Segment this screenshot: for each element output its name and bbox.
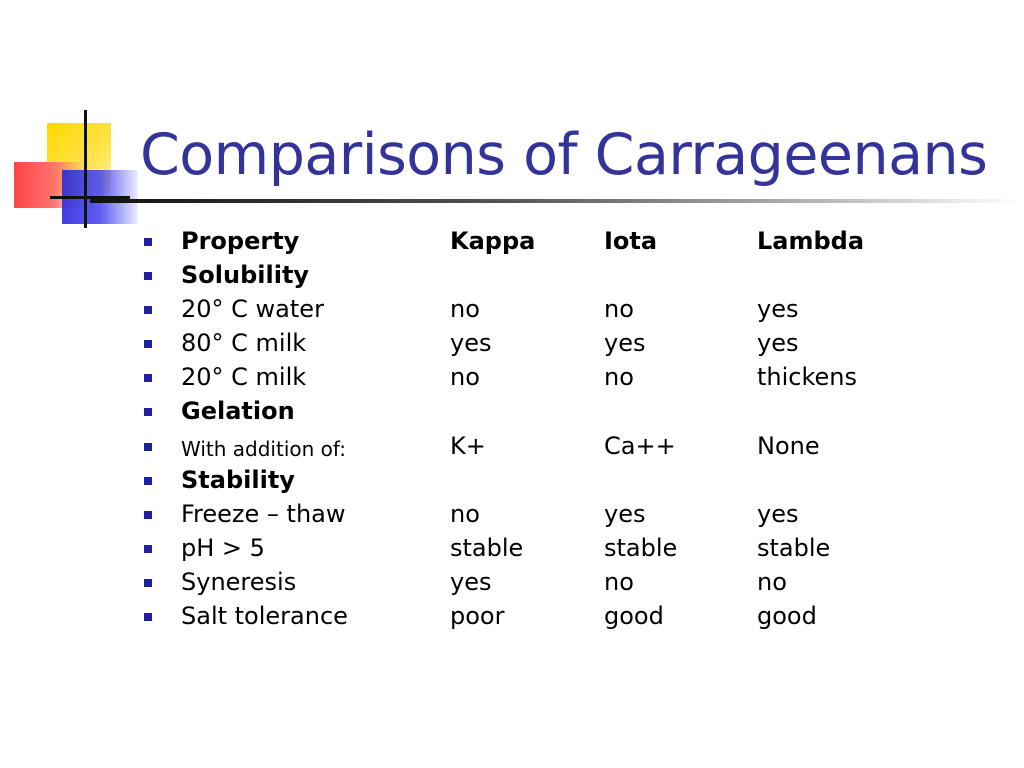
slide-title: Comparisons of Carrageenans xyxy=(140,122,988,188)
kappa-cell: no xyxy=(450,499,480,528)
lambda-cell: no xyxy=(757,567,787,596)
table-row: Freeze – thaw no yes yes xyxy=(0,498,1024,532)
comparison-table: Property Kappa Iota Lambda Solubility 20… xyxy=(0,225,1024,634)
row-label: Salt tolerance xyxy=(181,602,348,631)
bullet-icon xyxy=(144,306,152,315)
row-label: Gelation xyxy=(181,397,295,426)
iota-cell: Iota xyxy=(604,227,658,255)
lambda-cell: yes xyxy=(757,329,799,358)
lambda-cell: good xyxy=(757,602,817,631)
iota-cell: Ca++ xyxy=(604,431,676,460)
iota-cell: no xyxy=(604,567,634,596)
table-row: Gelation xyxy=(0,395,1024,429)
iota-cell: good xyxy=(604,602,664,631)
kappa-cell: stable xyxy=(450,533,524,562)
kappa-cell: Kappa xyxy=(450,227,536,255)
iota-cell: yes xyxy=(604,499,646,528)
lambda-cell: yes xyxy=(757,295,799,324)
row-label: Stability xyxy=(181,465,295,494)
kappa-cell: poor xyxy=(450,602,505,631)
bullet-icon xyxy=(144,340,152,349)
kappa-cell: no xyxy=(450,363,480,392)
table-row: Solubility xyxy=(0,259,1024,293)
row-label: Solubility xyxy=(181,261,310,290)
kappa-cell: yes xyxy=(450,329,492,358)
row-label: 20° C water xyxy=(181,295,324,324)
iota-cell: no xyxy=(604,363,634,392)
table-row: Stability xyxy=(0,464,1024,498)
lambda-cell: Lambda xyxy=(757,227,865,255)
kappa-cell: yes xyxy=(450,567,492,596)
row-label: 80° C milk xyxy=(181,329,307,358)
iota-cell: stable xyxy=(604,533,678,562)
row-label: 20° C milk xyxy=(181,363,307,392)
bullet-icon xyxy=(144,578,152,587)
bullet-icon xyxy=(144,408,152,417)
lambda-cell: stable xyxy=(757,533,831,562)
bullet-icon xyxy=(144,544,152,553)
logo-horizontal-line xyxy=(50,196,130,199)
kappa-cell: no xyxy=(450,295,480,324)
iota-cell: no xyxy=(604,295,634,324)
row-label: Freeze – thaw xyxy=(181,499,346,528)
bullet-icon xyxy=(144,272,152,281)
table-row: Salt tolerance poor good good xyxy=(0,600,1024,634)
bullet-icon xyxy=(144,238,152,246)
table-row: Property Kappa Iota Lambda xyxy=(0,225,1024,259)
row-label: Syneresis xyxy=(181,567,297,596)
table-row: 20° C milk no no thickens xyxy=(0,361,1024,395)
kappa-cell: K+ xyxy=(450,431,486,460)
logo-vertical-line xyxy=(84,110,87,228)
table-row: With addition of: K+ Ca++ None xyxy=(0,430,1024,464)
lambda-cell: yes xyxy=(757,499,799,528)
table-row: 20° C water no no yes xyxy=(0,293,1024,327)
table-row: 80° C milk yes yes yes xyxy=(0,327,1024,361)
bullet-icon xyxy=(144,374,152,383)
title-underline xyxy=(90,199,1020,203)
bullet-icon xyxy=(144,613,152,622)
bullet-icon xyxy=(144,476,152,485)
row-label: pH > 5 xyxy=(181,533,265,562)
lambda-cell: thickens xyxy=(757,363,858,392)
bullet-icon xyxy=(144,510,152,519)
row-label: Property xyxy=(181,227,300,255)
table-row: Syneresis yes no no xyxy=(0,566,1024,600)
lambda-cell: None xyxy=(757,431,820,460)
iota-cell: yes xyxy=(604,329,646,358)
bullet-icon xyxy=(144,442,152,451)
table-row: pH > 5 stable stable stable xyxy=(0,532,1024,566)
row-label: With addition of: xyxy=(181,436,346,461)
